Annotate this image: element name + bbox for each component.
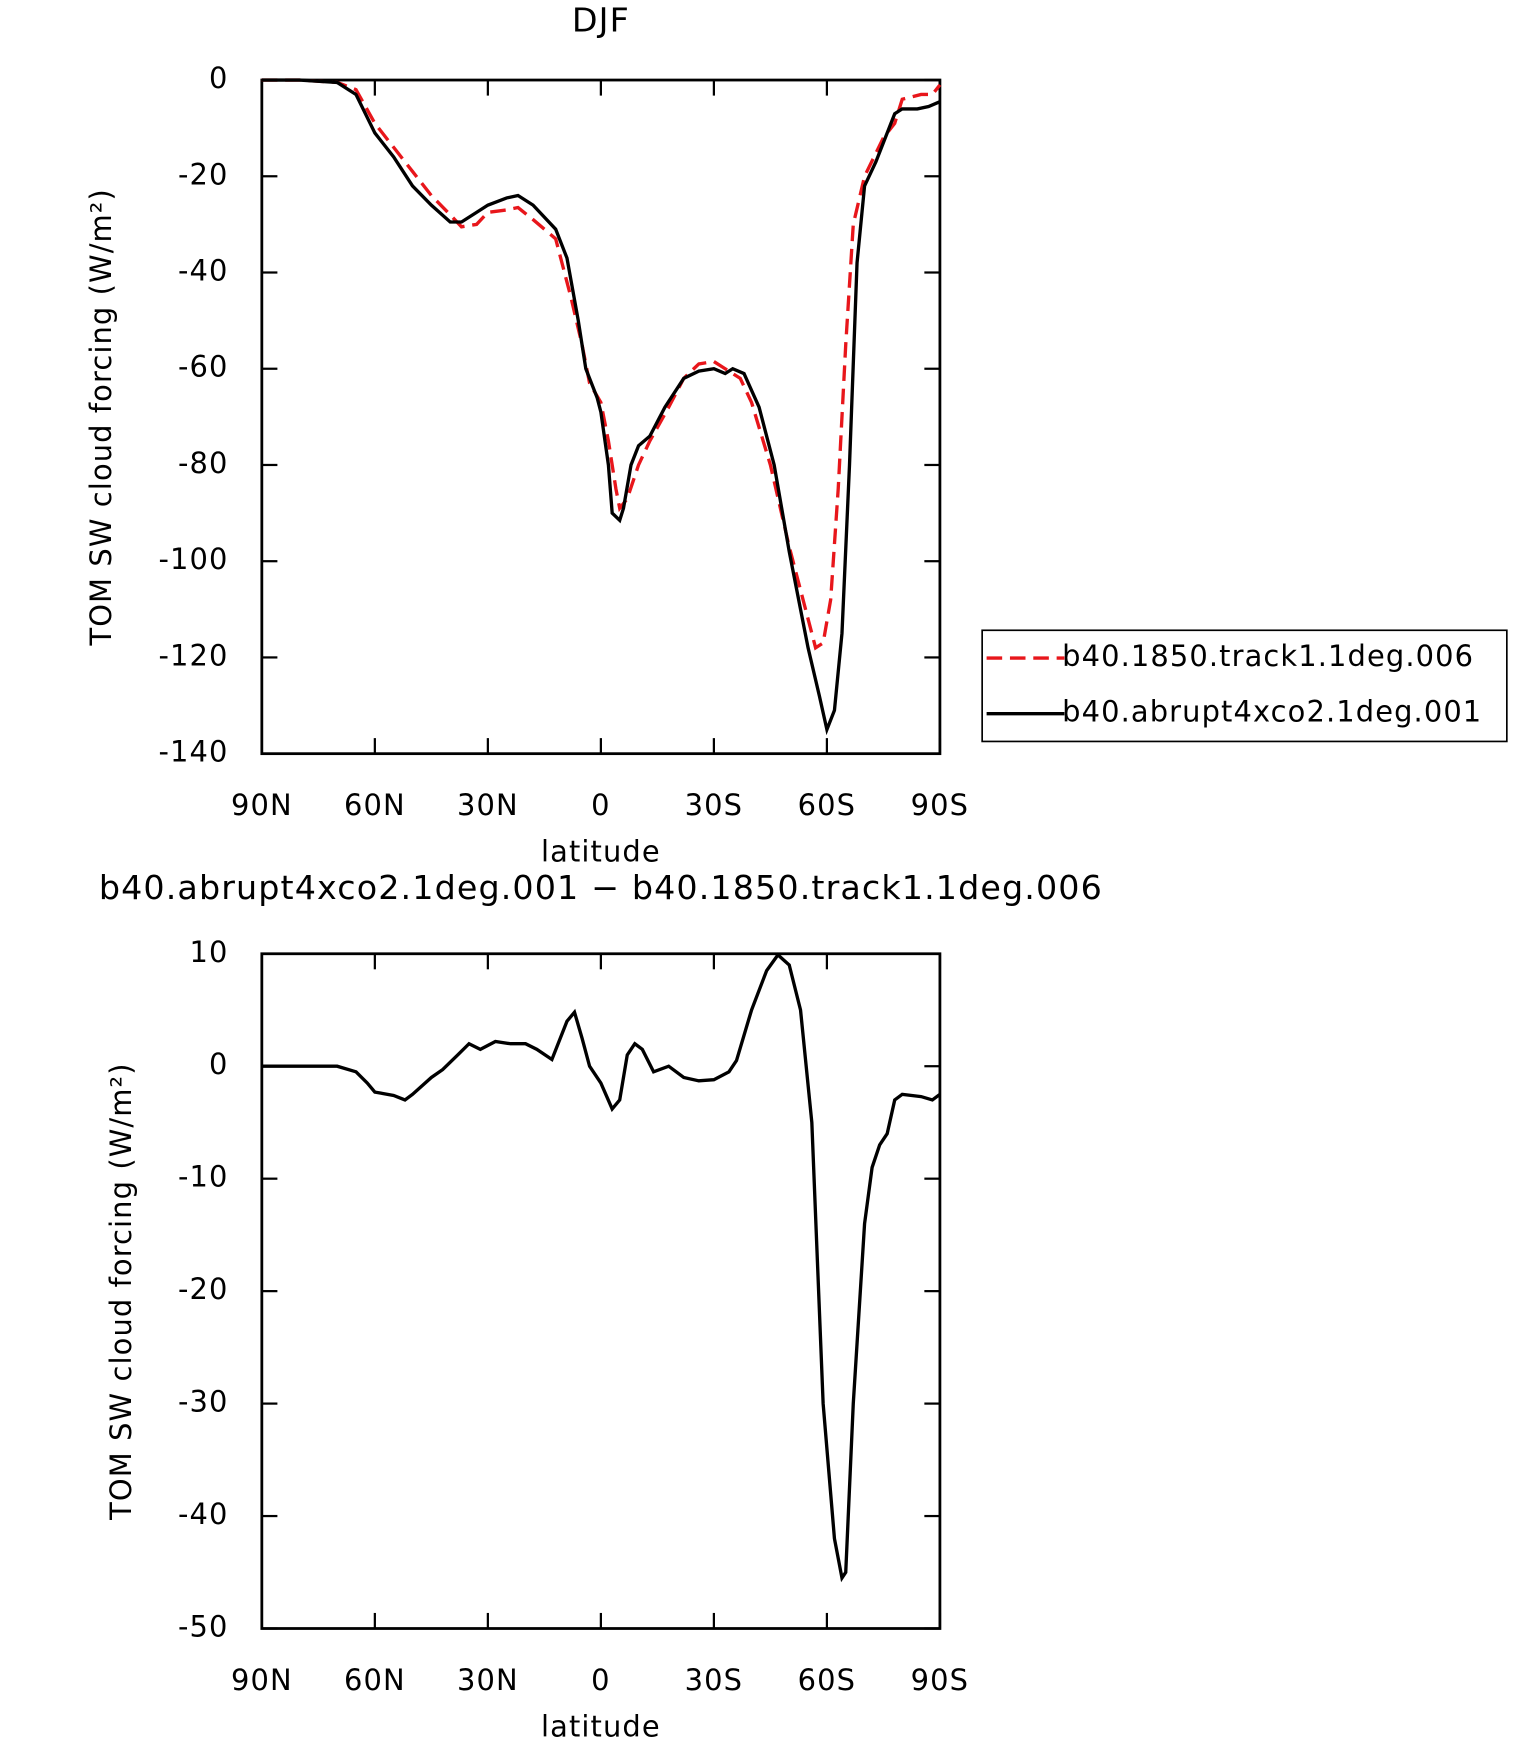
chart-title: b40.abrupt4xco2.1deg.001 − b40.1850.trac… (99, 868, 1103, 907)
y-tick-label: 0 (209, 61, 229, 95)
y-axis-label: TOM SW cloud forcing (W/m²) (84, 188, 118, 646)
x-tick-label: 90S (911, 788, 969, 822)
x-tick-label: 30N (457, 788, 519, 822)
y-tick-label: -40 (178, 1497, 229, 1531)
y-tick-label: 10 (189, 935, 228, 969)
x-tick-label: 30N (457, 1663, 519, 1697)
y-tick-label: -20 (178, 157, 229, 191)
x-tick-label: 60N (344, 788, 406, 822)
x-tick-label: 30S (685, 1663, 743, 1697)
y-tick-label: -120 (158, 638, 228, 672)
plot-frame (260, 78, 942, 756)
legend-label: b40.abrupt4xco2.1deg.001 (1062, 695, 1482, 729)
x-tick-label: 60S (798, 1663, 856, 1697)
y-tick-label: -100 (158, 542, 228, 576)
y-tick-label: -30 (178, 1385, 229, 1419)
y-tick-label: -10 (178, 1160, 229, 1194)
y-tick-label: -80 (178, 446, 229, 480)
data-line (261, 78, 942, 651)
x-axis-label: latitude (541, 835, 661, 869)
x-tick-label: 60N (344, 1663, 406, 1697)
chart-title: DJF (572, 1, 630, 40)
x-tick-label: 90N (231, 788, 293, 822)
legend-label: b40.1850.track1.1deg.006 (1062, 639, 1474, 673)
y-axis-label: TOM SW cloud forcing (W/m²) (104, 1062, 138, 1520)
y-tick-label: 0 (209, 1047, 229, 1081)
x-tick-label: 0 (591, 788, 611, 822)
x-tick-label: 90N (231, 1663, 293, 1697)
x-tick-label: 90S (911, 1663, 969, 1697)
x-axis-label: latitude (541, 1710, 661, 1743)
plot-frame (260, 952, 942, 1630)
y-tick-label: -40 (178, 254, 229, 288)
x-tick-label: 30S (685, 788, 743, 822)
x-tick-label: 0 (591, 1663, 611, 1697)
y-tick-label: -20 (178, 1272, 229, 1306)
y-tick-label: -50 (178, 1610, 229, 1644)
data-line (261, 78, 941, 736)
legend-box (981, 629, 1508, 743)
x-tick-label: 60S (798, 788, 856, 822)
y-tick-label: -140 (158, 735, 228, 769)
data-line (261, 952, 941, 1583)
y-tick-label: -60 (178, 350, 229, 384)
